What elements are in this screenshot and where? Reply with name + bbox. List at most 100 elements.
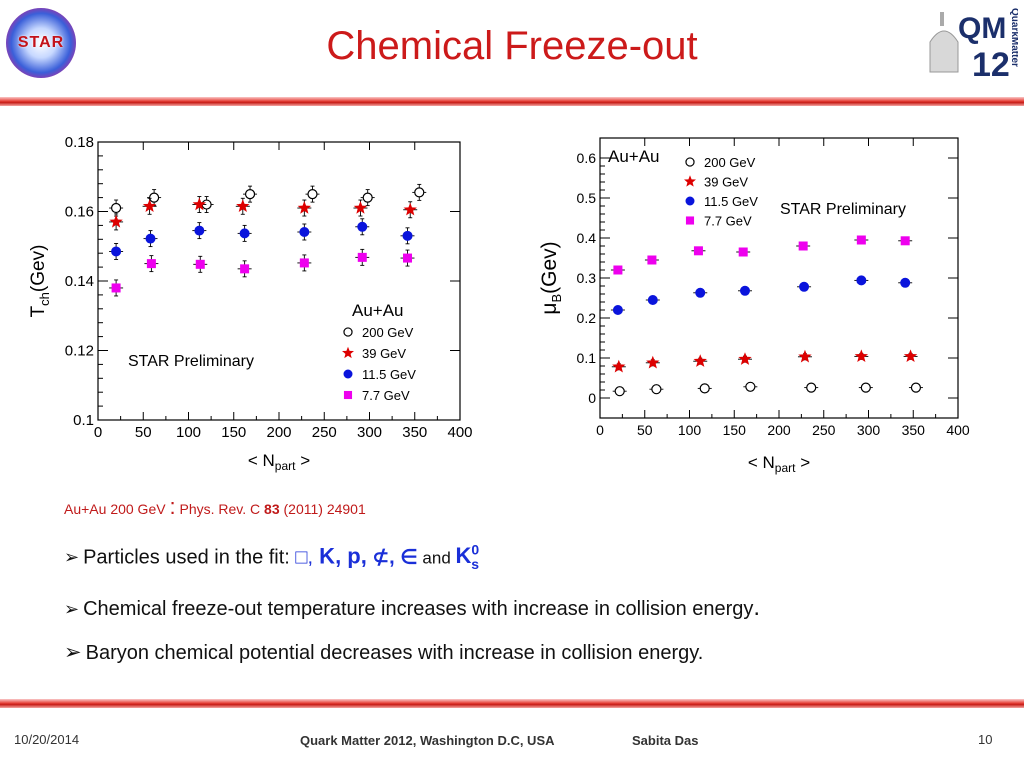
qm-logo-year: 12	[972, 46, 1010, 82]
tch-legend-title: Au+Au	[352, 301, 404, 320]
mub-point-7-7-gev	[798, 241, 808, 251]
tch-y-tick-label: 0.14	[65, 273, 94, 290]
mub-x-tick-label: 200	[767, 422, 791, 438]
mub-legend-label-39-gev: 39 GeV	[704, 175, 748, 190]
mub-point-39-gev	[903, 349, 918, 363]
citation: Au+Au 200 GeV : Phys. Rev. C 83 (2011) 2…	[64, 494, 366, 520]
bullet-chemical-potential-text: Baryon chemical potential decreases with…	[85, 642, 704, 664]
tch-point-11-5-gev	[239, 228, 250, 239]
mub-series-200-gev	[612, 381, 923, 397]
tch-legend-marker-200-gev	[343, 327, 353, 337]
mub-x-tick-label: 300	[857, 422, 881, 438]
tch-point-39-gev	[142, 199, 157, 212]
bullet-temperature-end: .	[753, 594, 761, 621]
tch-point-7-7-gev	[195, 259, 205, 269]
mub-point-11-5-gev	[900, 277, 911, 288]
tch-point-7-7-gev	[240, 264, 250, 274]
footer-page-number: 10	[978, 732, 993, 747]
tch-x-tick-label: 400	[447, 424, 472, 441]
mub-y-tick-label: 0.5	[577, 190, 597, 206]
tch-point-200-gev	[362, 192, 373, 203]
citation-colon: :	[169, 494, 176, 519]
star-logo: STAR	[6, 8, 76, 78]
mub-legend-label-11-5-gev: 11.5 GeV	[704, 194, 758, 209]
bullet-particles: ➢ Particles used in the fit: □, K, p, ⊄, …	[64, 542, 479, 572]
quark-matter-logo: QM 12 QuarkMatter	[922, 2, 1020, 84]
mub-x-tick-label: 0	[596, 422, 604, 438]
mub-x-tick-label: 100	[678, 422, 702, 438]
tch-y-tick-label: 0.12	[65, 343, 94, 360]
tch-point-11-5-gev	[299, 227, 310, 238]
tch-point-7-7-gev	[146, 259, 156, 269]
bullet-particles-k0: K0s	[456, 542, 480, 572]
tch-y-axis-label: Tch(Gev)	[28, 245, 52, 318]
mub-point-11-5-gev	[856, 275, 867, 286]
tch-y-tick-label: 0.1	[73, 412, 94, 429]
tch-point-7-7-gev	[299, 258, 309, 268]
tch-point-200-gev	[307, 189, 318, 200]
tch-point-7-7-gev	[357, 252, 367, 262]
tch-point-39-gev	[192, 197, 207, 211]
qm-logo-letters: QM	[958, 12, 1006, 45]
mub-point-200-gev	[910, 382, 922, 393]
tch-x-tick-label: 100	[176, 424, 201, 441]
mub-star-preliminary-label: STAR Preliminary	[780, 201, 906, 218]
bullet-particles-kp: K, p,	[313, 543, 367, 569]
tch-legend-label-200-gev: 200 GeV	[362, 325, 414, 340]
mub-y-tick-label: 0.4	[577, 230, 597, 246]
tch-x-tick-label: 150	[221, 424, 246, 441]
mub-chart: 0 50 100 150 200 250 300 350 400 0 0.1 0.2 0.3 0.4 0.5…	[538, 137, 970, 475]
tch-legend-label-7-7-gev: 7.7 GeV	[362, 388, 410, 403]
mub-point-39-gev	[646, 355, 660, 369]
tch-series-200-gev	[109, 183, 427, 217]
tch-point-39-gev	[403, 202, 417, 216]
mub-point-39-gev	[693, 354, 707, 367]
mub-legend-title: Au+Au	[608, 147, 660, 166]
footer-author: Sabita Das	[632, 733, 699, 748]
mub-point-11-5-gev	[695, 287, 706, 298]
mub-legend-marker-7-7-gev	[685, 216, 695, 225]
mub-point-7-7-gev	[900, 236, 910, 246]
mub-point-200-gev	[806, 382, 817, 393]
mub-y-tick-label: 0.1	[577, 350, 597, 366]
mub-series-7-7-gev	[610, 235, 913, 275]
mub-point-200-gev	[745, 381, 756, 392]
tch-x-tick-label: 300	[357, 424, 382, 441]
tch-x-tick-label: 350	[402, 424, 427, 441]
tch-chart: 0 50 100 150 200 250 300 350 400 0.1 0.12 0.14 0.16 0…	[28, 134, 473, 473]
mub-y-tick-label: 0	[588, 390, 596, 406]
tch-point-11-5-gev	[145, 233, 156, 244]
tch-point-11-5-gev	[357, 221, 368, 232]
mub-point-200-gev	[699, 383, 710, 394]
mub-legend-marker-39-gev	[684, 175, 696, 187]
tch-point-39-gev	[109, 214, 123, 228]
citation-volume: 83	[264, 501, 280, 517]
arrow-bullet-icon: ➢	[64, 599, 80, 619]
footer-conference: Quark Matter 2012, Washington D.C, USA	[300, 733, 555, 748]
tch-point-39-gev	[353, 201, 368, 214]
footer-date: 10/20/2014	[14, 732, 80, 747]
mub-y-tick-label: 0.6	[577, 150, 597, 166]
mub-point-7-7-gev	[856, 235, 866, 245]
mub-point-39-gev	[738, 352, 752, 365]
qm-logo-side-text: QuarkMatter	[1009, 8, 1018, 67]
tch-legend-label-11-5-gev: 11.5 GeV	[362, 367, 416, 382]
tch-point-200-gev	[110, 202, 122, 214]
tch-x-axis-label: < Npart >	[248, 451, 310, 473]
mub-x-tick-label: 250	[812, 422, 836, 438]
bullet-particles-symbols: ⊄, ∈	[366, 546, 418, 569]
citation-part2: Phys. Rev. C	[175, 501, 265, 517]
mub-legend-label-200-gev: 200 GeV	[704, 155, 756, 170]
mub-point-7-7-gev	[647, 255, 657, 265]
k0-sub: s	[471, 555, 479, 572]
bullet-temperature-text: Chemical freeze-out temperature increase…	[83, 598, 754, 620]
mub-x-tick-label: 150	[723, 422, 747, 438]
mub-series-11-5-gev	[610, 275, 913, 315]
tch-point-200-gev	[414, 187, 425, 198]
tch-point-7-7-gev	[111, 283, 121, 293]
mub-y-tick-label: 0.3	[577, 270, 597, 286]
mub-y-axis-label: μB(Gev)	[538, 241, 564, 314]
mub-point-11-5-gev	[739, 285, 750, 296]
bullet-particles-box: □,	[295, 546, 314, 569]
tch-point-11-5-gev	[402, 230, 413, 241]
